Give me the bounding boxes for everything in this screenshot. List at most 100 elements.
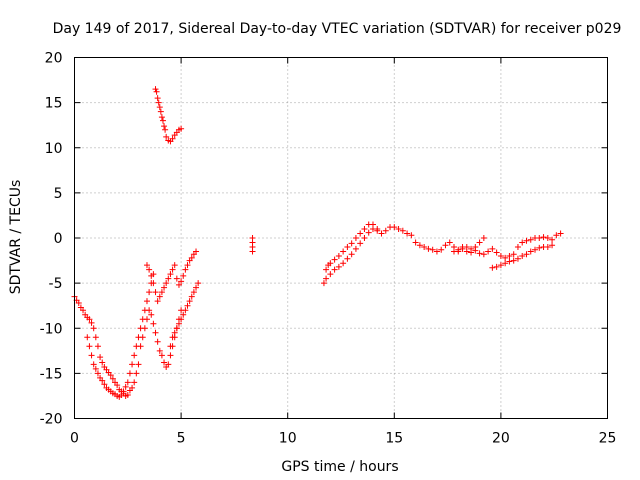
- data-point: [143, 298, 150, 305]
- data-point: [141, 307, 148, 314]
- data-point: [340, 248, 347, 255]
- data-point: [532, 246, 539, 253]
- data-point: [489, 245, 496, 252]
- data-point: [395, 225, 402, 232]
- data-point: [557, 230, 564, 237]
- data-point: [249, 248, 256, 255]
- data-point: [75, 299, 82, 306]
- data-point: [161, 284, 168, 291]
- data-point: [178, 316, 185, 323]
- data-point: [158, 352, 165, 359]
- data-point: [133, 343, 140, 350]
- data-point: [169, 266, 176, 273]
- x-tick-label: 15: [385, 431, 403, 447]
- data-point: [156, 293, 163, 300]
- data-point: [519, 253, 526, 260]
- data-point: [92, 365, 99, 372]
- data-point: [152, 289, 159, 296]
- data-point: [497, 253, 504, 260]
- data-point: [171, 329, 178, 336]
- data-point: [190, 289, 197, 296]
- data-point: [357, 240, 364, 247]
- data-point: [523, 251, 530, 258]
- data-point: [184, 262, 191, 269]
- data-point: [331, 266, 338, 273]
- data-point: [195, 280, 202, 287]
- data-point: [175, 281, 182, 288]
- data-point: [536, 235, 543, 241]
- data-point: [156, 104, 163, 111]
- data-point: [120, 388, 127, 395]
- data-point: [97, 354, 104, 361]
- data-point: [331, 256, 338, 263]
- y-tick-label: 10: [45, 141, 63, 157]
- data-point: [502, 254, 509, 261]
- data-point: [173, 275, 180, 282]
- data-point: [489, 264, 496, 271]
- data-point: [519, 239, 526, 246]
- data-point: [161, 359, 168, 366]
- data-point: [429, 246, 436, 253]
- data-point: [404, 230, 411, 237]
- data-point: [118, 392, 125, 399]
- data-point: [180, 272, 187, 279]
- data-point: [327, 271, 334, 278]
- data-point: [391, 224, 398, 231]
- y-tick-label: 0: [54, 231, 63, 247]
- data-point: [193, 248, 200, 255]
- y-tick-label: 20: [45, 51, 63, 67]
- data-point: [442, 242, 449, 249]
- data-point: [80, 307, 87, 314]
- data-point: [459, 245, 466, 252]
- data-point: [171, 262, 178, 269]
- data-point: [433, 248, 440, 255]
- data-point: [369, 225, 376, 232]
- data-point: [361, 225, 368, 232]
- data-point: [327, 260, 334, 267]
- data-point: [167, 352, 174, 359]
- data-point: [527, 248, 534, 255]
- data-point: [109, 375, 116, 382]
- data-point: [425, 245, 432, 252]
- data-point: [493, 263, 500, 270]
- data-point: [161, 123, 168, 130]
- data-point: [146, 289, 153, 296]
- data-point: [446, 239, 453, 246]
- data-point: [553, 232, 560, 239]
- data-point: [544, 244, 551, 251]
- data-point: [99, 359, 106, 366]
- data-point: [131, 352, 138, 359]
- data-point: [126, 370, 133, 377]
- data-point: [156, 347, 163, 354]
- data-point: [114, 382, 121, 389]
- data-point: [502, 260, 509, 267]
- y-tick-label: 15: [45, 96, 63, 112]
- data-point: [357, 230, 364, 237]
- data-point: [323, 266, 330, 273]
- data-point: [378, 230, 385, 237]
- data-point: [157, 108, 164, 115]
- x-tick-label: 0: [70, 431, 79, 447]
- data-point: [421, 244, 428, 251]
- data-point: [180, 311, 187, 318]
- data-point: [549, 242, 556, 249]
- data-point: [150, 320, 157, 327]
- y-axis-label: SDTVAR / TECUs: [8, 180, 24, 295]
- grid-lines: [74, 57, 608, 419]
- data-point: [186, 298, 193, 305]
- data-point: [165, 361, 172, 368]
- data-point: [468, 249, 475, 256]
- data-point: [162, 126, 169, 133]
- data-point: [158, 114, 165, 121]
- data-point: [137, 325, 144, 332]
- data-point: [438, 246, 445, 253]
- x-axis-label: GPS time / hours: [281, 459, 398, 475]
- data-point: [90, 361, 97, 368]
- data-point: [323, 275, 330, 282]
- data-point: [135, 361, 142, 368]
- data-point: [88, 352, 95, 359]
- data-point: [352, 245, 359, 252]
- data-point: [90, 325, 97, 332]
- data-point: [154, 298, 161, 305]
- data-point: [88, 319, 95, 326]
